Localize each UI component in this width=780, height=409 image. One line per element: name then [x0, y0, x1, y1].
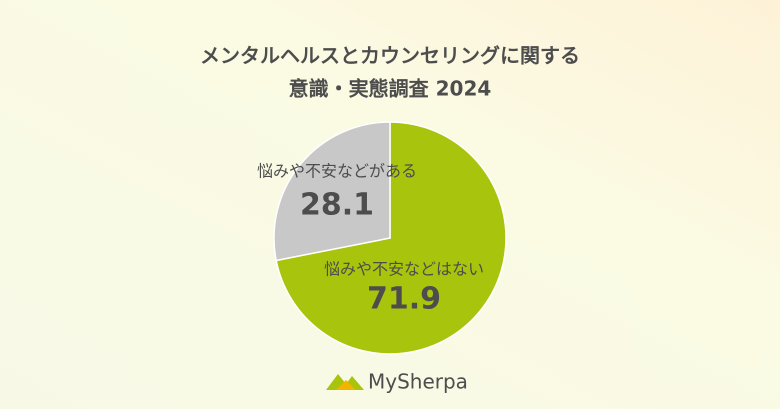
- slice-label: 悩みや不安などはない: [324, 260, 484, 279]
- chart-title: メンタルヘルスとカウンセリングに関する: [200, 44, 580, 68]
- logo-icon: [326, 374, 364, 390]
- pie: 悩みや不安などはない 71.9 悩みや不安などがある 28.1: [257, 121, 507, 355]
- logo: MySherpa: [326, 370, 468, 394]
- chart-title: 意識・実態調査 2024: [289, 77, 492, 101]
- pie-slice: [275, 121, 507, 355]
- pie-slice: [273, 121, 391, 262]
- logo-icon: [336, 380, 356, 390]
- value-label: 71.9: [367, 282, 441, 317]
- slice-label: 悩みや不安などがある: [257, 162, 417, 181]
- value-label: 28.1: [300, 188, 374, 223]
- brand: MySherpa: [368, 370, 468, 394]
